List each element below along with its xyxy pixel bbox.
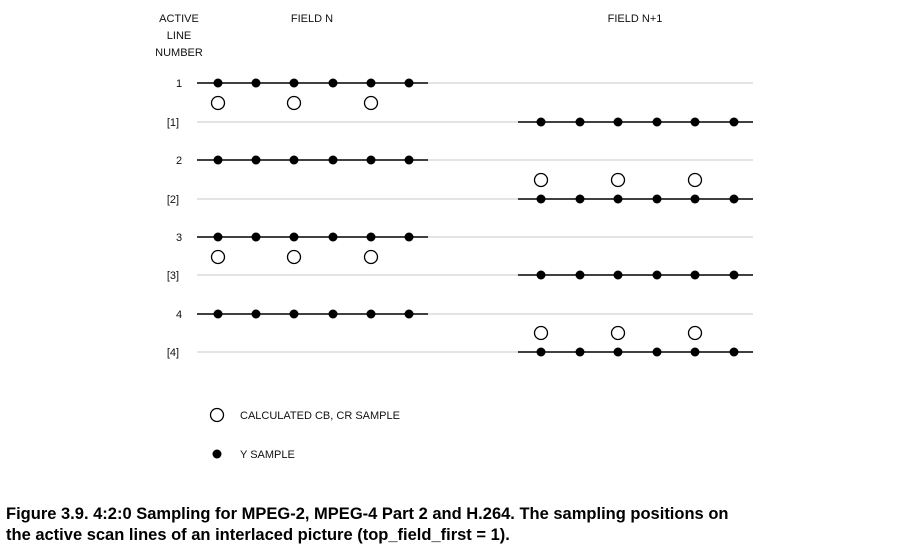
column-headers: ACTIVE LINE NUMBER FIELD N FIELD N+1 xyxy=(155,13,662,59)
header-field-n: FIELD N xyxy=(291,13,333,25)
y-sample-dot xyxy=(328,155,338,165)
y-sample-dot xyxy=(289,155,299,165)
cbcr-sample-ring xyxy=(363,249,379,265)
cbcr-sample-ring xyxy=(210,249,226,265)
y-sample-dot xyxy=(251,78,261,88)
y-sample-dot xyxy=(613,347,623,357)
y-sample-dot xyxy=(729,117,739,127)
cbcr-sample-ring xyxy=(286,249,302,265)
header-field-n1: FIELD N+1 xyxy=(608,13,663,25)
scan-line-row: [2] xyxy=(167,194,753,206)
cbcr-sample-ring xyxy=(610,172,626,188)
cbcr-sample-ring xyxy=(533,325,549,341)
header-active-line-3: NUMBER xyxy=(155,47,203,59)
legend-dot-icon xyxy=(212,449,222,459)
line-number-label: [3] xyxy=(167,270,179,282)
y-sample-dot xyxy=(289,78,299,88)
figure-caption: Figure 3.9. 4:2:0 Sampling for MPEG-2, M… xyxy=(6,504,906,546)
caption-line-1: Figure 3.9. 4:2:0 Sampling for MPEG-2, M… xyxy=(6,505,729,523)
y-sample-dot xyxy=(652,117,662,127)
y-sample-dot xyxy=(213,78,223,88)
y-sample-dot xyxy=(289,232,299,242)
y-sample-dot xyxy=(690,117,700,127)
y-sample-dot xyxy=(366,232,376,242)
scan-line-row: [4] xyxy=(167,347,753,359)
header-active-line-2: LINE xyxy=(167,30,191,42)
y-sample-dot xyxy=(575,270,585,280)
legend-luma-label: Y SAMPLE xyxy=(240,449,295,461)
y-sample-dot xyxy=(652,194,662,204)
y-sample-dot xyxy=(690,270,700,280)
y-sample-dot xyxy=(652,347,662,357)
line-number-label: [4] xyxy=(167,347,179,359)
y-sample-dot xyxy=(404,309,414,319)
y-sample-dot xyxy=(613,194,623,204)
y-sample-dot xyxy=(404,232,414,242)
y-sample-dot xyxy=(536,270,546,280)
y-sample-dot xyxy=(328,309,338,319)
y-sample-dot xyxy=(652,270,662,280)
y-sample-dot xyxy=(404,155,414,165)
y-sample-dot xyxy=(575,117,585,127)
y-sample-dot xyxy=(213,232,223,242)
y-sample-dot xyxy=(366,155,376,165)
y-sample-dot xyxy=(575,194,585,204)
y-sample-dot xyxy=(536,347,546,357)
y-sample-dot xyxy=(328,232,338,242)
line-number-label: 2 xyxy=(176,155,182,167)
scan-line-row: 2 xyxy=(176,155,753,167)
cbcr-sample-ring xyxy=(363,95,379,111)
line-number-label: 4 xyxy=(176,309,182,321)
cbcr-sample-ring xyxy=(687,325,703,341)
cbcr-sample-ring xyxy=(687,172,703,188)
line-number-label: [1] xyxy=(167,117,179,129)
y-sample-dot xyxy=(536,194,546,204)
y-sample-dot xyxy=(404,78,414,88)
y-sample-dot xyxy=(213,309,223,319)
cbcr-sample-ring xyxy=(533,172,549,188)
caption-line-2: the active scan lines of an interlaced p… xyxy=(6,526,510,544)
y-sample-dot xyxy=(690,194,700,204)
y-sample-dot xyxy=(289,309,299,319)
y-sample-dot xyxy=(366,78,376,88)
y-sample-dot xyxy=(328,78,338,88)
y-sample-dot xyxy=(729,347,739,357)
y-sample-dot xyxy=(575,347,585,357)
legend-ring-icon xyxy=(209,407,225,423)
y-sample-dot xyxy=(690,347,700,357)
legend-chroma-label: CALCULATED CB, CR SAMPLE xyxy=(240,410,400,422)
y-sample-dot xyxy=(613,117,623,127)
scan-line-row: 1 xyxy=(176,78,753,90)
sampling-diagram: ACTIVE LINE NUMBER FIELD N FIELD N+1 1 [1… xyxy=(155,13,753,461)
scan-line-row: 4 xyxy=(176,309,753,321)
y-sample-dot xyxy=(729,270,739,280)
y-sample-dot xyxy=(251,309,261,319)
cbcr-sample-ring xyxy=(286,95,302,111)
header-active-line-1: ACTIVE xyxy=(159,13,199,25)
y-sample-dot xyxy=(613,270,623,280)
scan-line-row: [3] xyxy=(167,270,753,282)
cbcr-sample-ring xyxy=(610,325,626,341)
line-number-label: [2] xyxy=(167,194,179,206)
legend: CALCULATED CB, CR SAMPLE Y SAMPLE xyxy=(209,407,400,461)
scan-lines: 1 [1] 2 [2] 3 [3] 4 [4] xyxy=(167,78,753,359)
scan-line-row: 3 xyxy=(176,232,753,244)
y-sample-dot xyxy=(251,232,261,242)
line-number-label: 3 xyxy=(176,232,182,244)
y-sample-dot xyxy=(536,117,546,127)
scan-line-row: [1] xyxy=(167,117,753,129)
line-number-label: 1 xyxy=(176,78,182,90)
y-sample-dot xyxy=(729,194,739,204)
y-sample-dot xyxy=(213,155,223,165)
cbcr-sample-ring xyxy=(210,95,226,111)
y-sample-dot xyxy=(366,309,376,319)
y-sample-dot xyxy=(251,155,261,165)
